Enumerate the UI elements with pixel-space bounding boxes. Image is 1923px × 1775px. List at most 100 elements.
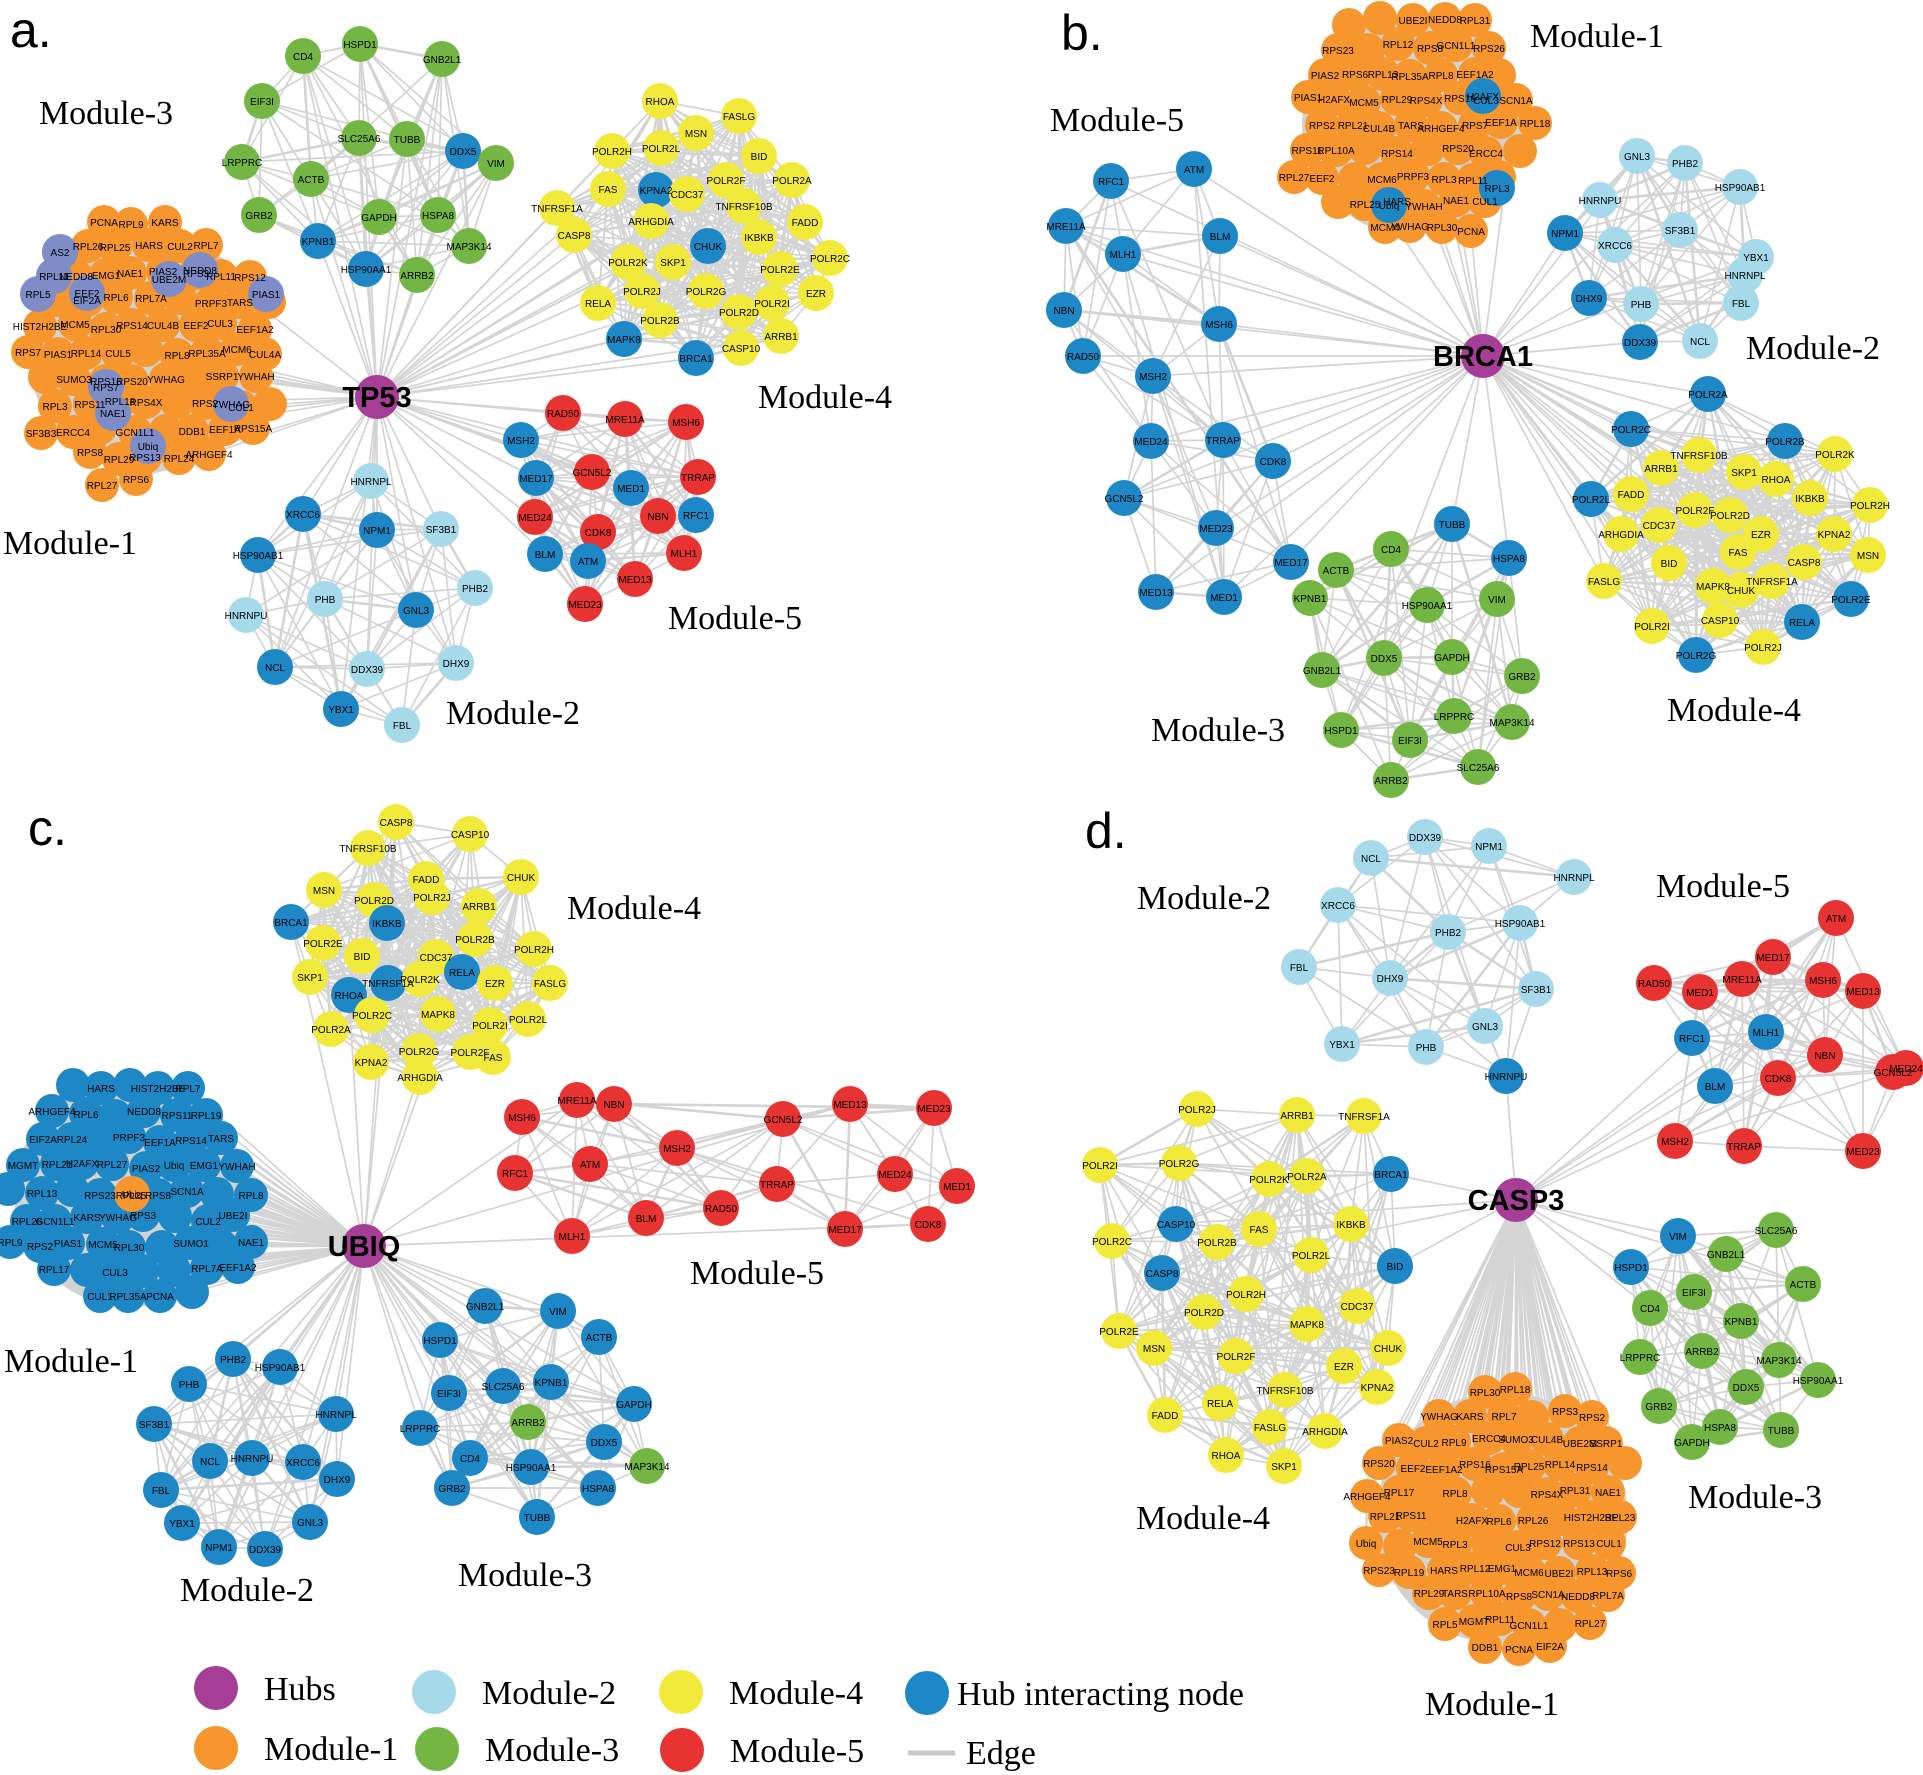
svg-text:SUMO3: SUMO3 bbox=[56, 375, 92, 386]
svg-text:FASLG: FASLG bbox=[534, 979, 566, 990]
svg-text:KPNA2: KPNA2 bbox=[1818, 530, 1851, 541]
svg-text:RPL27: RPL27 bbox=[97, 1160, 128, 1171]
svg-text:CASP8: CASP8 bbox=[380, 818, 413, 829]
svg-text:TNFRSF1A: TNFRSF1A bbox=[1338, 1112, 1390, 1123]
svg-text:Ubiq: Ubiq bbox=[1356, 1539, 1377, 1550]
svg-text:KPNA2: KPNA2 bbox=[640, 186, 673, 197]
svg-text:EEF2: EEF2 bbox=[1400, 1464, 1425, 1475]
svg-text:Module-2: Module-2 bbox=[446, 695, 580, 732]
svg-text:POLR2B: POLR2B bbox=[1765, 437, 1805, 448]
svg-text:POLR2D: POLR2D bbox=[354, 896, 394, 907]
svg-text:RPL11: RPL11 bbox=[1458, 176, 1488, 187]
svg-text:ARHGEF4: ARHGEF4 bbox=[28, 1107, 76, 1118]
svg-text:EEF2: EEF2 bbox=[1309, 174, 1334, 185]
svg-text:Ubiq: Ubiq bbox=[122, 1190, 143, 1201]
svg-text:MGMT: MGMT bbox=[1459, 1617, 1490, 1628]
svg-text:DDX39: DDX39 bbox=[1624, 338, 1657, 349]
svg-text:SSRP1: SSRP1 bbox=[206, 372, 239, 383]
svg-text:MED24: MED24 bbox=[1889, 1064, 1923, 1075]
svg-text:GNL3: GNL3 bbox=[1624, 152, 1651, 163]
svg-text:TARS: TARS bbox=[208, 1134, 234, 1145]
svg-text:EEF1A: EEF1A bbox=[209, 425, 241, 436]
svg-text:GCN1L1: GCN1L1 bbox=[116, 428, 155, 439]
svg-text:POLR2J: POLR2J bbox=[1744, 643, 1782, 654]
svg-text:NEDD8: NEDD8 bbox=[59, 272, 93, 283]
svg-text:BID: BID bbox=[751, 152, 768, 163]
svg-text:DDX39: DDX39 bbox=[249, 1545, 282, 1556]
svg-text:FADD: FADD bbox=[413, 875, 440, 886]
svg-text:SCN1A: SCN1A bbox=[170, 1187, 204, 1198]
svg-text:HSPD1: HSPD1 bbox=[343, 40, 377, 51]
svg-text:H2AFX: H2AFX bbox=[1456, 1516, 1489, 1527]
svg-text:RHOA: RHOA bbox=[1762, 475, 1791, 486]
svg-text:TUBB: TUBB bbox=[1768, 1426, 1795, 1437]
svg-text:RAD50: RAD50 bbox=[1067, 352, 1100, 363]
svg-text:POLR2C: POLR2C bbox=[352, 1011, 392, 1022]
svg-text:RPL12: RPL12 bbox=[1460, 1564, 1491, 1575]
svg-text:YBX1: YBX1 bbox=[169, 1519, 195, 1530]
svg-text:RPS6: RPS6 bbox=[1606, 1569, 1633, 1580]
svg-text:MRE11A: MRE11A bbox=[1046, 222, 1086, 233]
svg-text:POLR2H: POLR2H bbox=[514, 945, 554, 956]
svg-text:MED1: MED1 bbox=[1210, 593, 1238, 604]
svg-text:RPS8: RPS8 bbox=[145, 1191, 172, 1202]
svg-text:MED23: MED23 bbox=[568, 600, 602, 611]
svg-text:CASP10: CASP10 bbox=[722, 344, 761, 355]
svg-text:ATM: ATM bbox=[578, 557, 598, 568]
svg-text:TNFRSF10B: TNFRSF10B bbox=[339, 844, 397, 855]
svg-text:GRB2: GRB2 bbox=[1645, 1402, 1673, 1413]
svg-text:MED13: MED13 bbox=[833, 1100, 867, 1111]
svg-text:RPL10A: RPL10A bbox=[1317, 146, 1355, 157]
svg-text:YWHAG: YWHAG bbox=[212, 400, 250, 411]
svg-text:RPS8: RPS8 bbox=[1506, 1592, 1533, 1603]
svg-text:NAE1: NAE1 bbox=[100, 409, 127, 420]
svg-text:PIAS1: PIAS1 bbox=[44, 350, 73, 361]
svg-text:RELA: RELA bbox=[449, 968, 475, 979]
svg-text:ARHGEF4: ARHGEF4 bbox=[1417, 124, 1465, 135]
svg-text:UBIQ: UBIQ bbox=[328, 1231, 401, 1263]
svg-text:MED24: MED24 bbox=[1134, 437, 1168, 448]
svg-text:NEDD8: NEDD8 bbox=[1428, 15, 1462, 26]
svg-text:EEF2: EEF2 bbox=[74, 289, 99, 300]
svg-text:FADD: FADD bbox=[1152, 1411, 1179, 1422]
svg-text:PIAS2: PIAS2 bbox=[132, 1164, 161, 1175]
svg-text:H2AFX: H2AFX bbox=[1467, 92, 1500, 103]
svg-text:MCM6: MCM6 bbox=[1367, 175, 1397, 186]
svg-text:CD4: CD4 bbox=[1381, 545, 1401, 556]
svg-text:CD4: CD4 bbox=[460, 1454, 480, 1465]
svg-text:NBN: NBN bbox=[1814, 1051, 1835, 1062]
svg-text:RPL27: RPL27 bbox=[1279, 173, 1310, 184]
svg-text:KPNA2: KPNA2 bbox=[1361, 1383, 1394, 1394]
svg-text:RPL21: RPL21 bbox=[1370, 1512, 1401, 1523]
svg-text:CD4: CD4 bbox=[293, 52, 313, 63]
svg-text:TRRAP: TRRAP bbox=[1206, 436, 1240, 447]
svg-text:RPL8: RPL8 bbox=[164, 351, 189, 362]
svg-text:RPL35A: RPL35A bbox=[188, 349, 226, 360]
svg-text:CDK8: CDK8 bbox=[915, 1220, 942, 1231]
svg-text:YWHAG: YWHAG bbox=[147, 375, 185, 386]
svg-text:POLR2E: POLR2E bbox=[760, 265, 800, 276]
svg-text:RELA: RELA bbox=[1207, 1399, 1233, 1410]
svg-text:HNRNPU: HNRNPU bbox=[1485, 1072, 1528, 1083]
svg-text:Module-2: Module-2 bbox=[180, 1572, 314, 1609]
svg-text:SSRP1: SSRP1 bbox=[1590, 1439, 1623, 1450]
svg-text:POLR2K: POLR2K bbox=[608, 258, 648, 269]
svg-text:TRRAP: TRRAP bbox=[760, 1180, 794, 1191]
svg-text:TUBB: TUBB bbox=[394, 135, 421, 146]
svg-text:GCN5L2: GCN5L2 bbox=[1874, 1068, 1913, 1079]
svg-text:POLR2I: POLR2I bbox=[472, 1021, 508, 1032]
svg-text:MSH6: MSH6 bbox=[508, 1113, 536, 1124]
svg-text:RPS4X: RPS4X bbox=[1410, 96, 1443, 107]
svg-text:Module-1: Module-1 bbox=[4, 1343, 138, 1380]
svg-text:FAS: FAS bbox=[599, 185, 618, 196]
svg-text:MAP3K14: MAP3K14 bbox=[446, 242, 491, 253]
svg-text:ARHGEF4: ARHGEF4 bbox=[1343, 1492, 1391, 1503]
svg-text:MCM6: MCM6 bbox=[222, 345, 252, 356]
svg-text:SLC25A6: SLC25A6 bbox=[338, 134, 381, 145]
svg-text:CD4: CD4 bbox=[1640, 1304, 1660, 1315]
svg-text:RPL6: RPL6 bbox=[73, 1110, 98, 1121]
svg-text:RPS12: RPS12 bbox=[1529, 1539, 1561, 1550]
svg-text:PHB2: PHB2 bbox=[220, 1355, 247, 1366]
svg-text:PHB2: PHB2 bbox=[1435, 928, 1462, 939]
svg-text:FASLG: FASLG bbox=[1254, 1423, 1286, 1434]
